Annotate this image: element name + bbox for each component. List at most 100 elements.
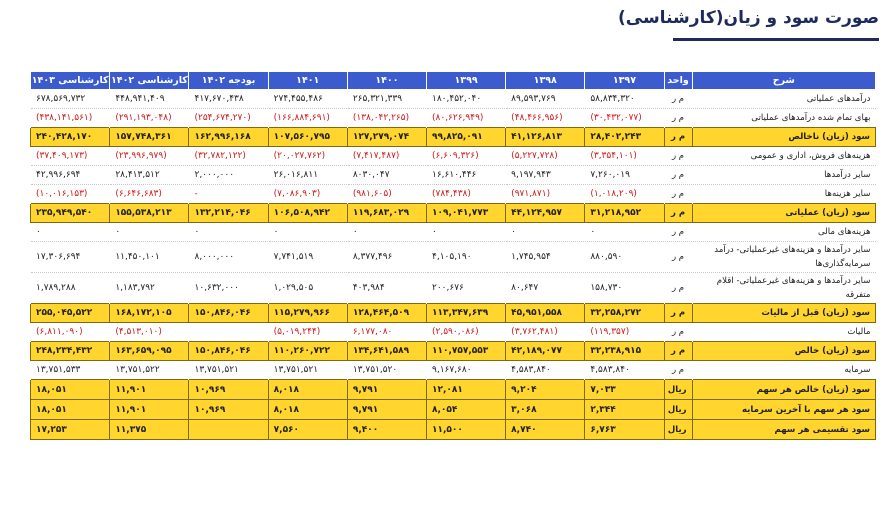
cell-value: ۸۸۰,۵۹۰ [584, 241, 665, 273]
table-row: سود (زیان) عملیاتی م ر ۳۱,۲۱۸,۹۵۲ ۴۴,۱۲۴,۹۵… [29, 203, 877, 223]
cell-value: ۹۹,۸۲۵,۰۹۱ [425, 127, 507, 147]
cell-value: (۳۰,۴۳۲,۰۷۷) [584, 108, 665, 128]
row-label: سود (زیان) قبل از مالیات [691, 303, 877, 323]
cell-value: ۱۰۶,۵۰۸,۹۴۲ [267, 203, 348, 223]
cell-value: ۷,۵۶۰ [267, 419, 348, 440]
income-statement-table: شرح واحد ۱۳۹۷ ۱۳۹۸ ۱۳۹۹ ۱۴۰۰ ۱۴۰۱ بودجه ۱۴۰۲ کار… [29, 71, 877, 440]
table-row: سرمایه م ر ۴,۵۸۳,۸۴۰ ۴,۵۸۳,۸۴۰ ۹,۱۶۷,۶۸۰ ۱۳,۷… [29, 360, 876, 380]
cell-value: ۱۰۹,۰۴۱,۷۷۳ [425, 203, 507, 223]
cell-value: ۴۴,۱۲۴,۹۵۷ [505, 203, 586, 223]
cell-value: (۴۸,۴۶۶,۹۵۶) [505, 108, 585, 128]
cell-value: ۱۱۰,۲۶۰,۷۲۲ [267, 341, 348, 361]
table-row: سود (زیان) خالص م ر ۳۲,۲۳۸,۹۱۵ ۴۲,۱۸۹,۰۷۷ ۱۱… [29, 341, 877, 361]
cell-value: (۳۲,۷۸۲,۱۲۲) [188, 146, 269, 166]
row-label: سایر هزینه‌ها [691, 184, 876, 204]
table-row: سایر درآمدها و هزینه‌های غیرعملیاتی- اقل… [29, 272, 876, 304]
cell-value: (۶,۸۱۱,۰۹۰) [29, 322, 110, 342]
header-year: ۱۳۹۹ [425, 71, 507, 90]
cell-value: ۱۰,۶۳۲,۰۰۰ [188, 272, 269, 304]
cell-value: ۴۱,۱۲۶,۸۱۳ [505, 127, 586, 147]
cell-value: ۸,۰۵۴ [425, 399, 507, 420]
cell-value: ۲,۰۰۰,۰۰۰ [188, 165, 269, 185]
table-row: سود (زیان) ناخالص م ر ۲۸,۴۰۲,۲۴۳ ۴۱,۱۲۶,۸۱۳… [29, 127, 877, 147]
table-row: سایر درآمدها و هزینه‌های غیرعملیاتی- درآ… [29, 241, 876, 273]
cell-value: ۲۴۸,۲۳۴,۴۳۲ [29, 341, 111, 361]
cell-value: ۱۱۰,۷۵۷,۵۵۳ [425, 341, 507, 361]
cell-value: (۱۶۶,۸۸۴,۶۹۱) [267, 108, 348, 128]
cell-value: ۱۸۰,۴۵۲,۰۴۰ [425, 89, 506, 109]
cell-value: ۱۰,۹۶۹ [188, 379, 269, 400]
cell-value: ۰ [267, 222, 348, 242]
cell-value: ۲۳۵,۹۴۹,۵۴۰ [29, 203, 111, 223]
row-unit: م ر [663, 89, 693, 109]
cell-value: ۲۸,۴۱۳,۵۱۲ [109, 165, 189, 185]
cell-value: ۲۶۵,۳۲۱,۳۳۹ [346, 89, 427, 109]
cell-value: ۲۷۴,۴۵۵,۴۸۶ [267, 89, 348, 109]
table-row: سود هر سهم با آخرین سرمایه ریال ۲,۳۴۴ ۳,۰۶۸… [29, 399, 877, 420]
row-label: هزینه‌های فروش، اداری و عمومی [691, 146, 876, 166]
cell-value: (۵,۰۱۹,۲۴۴) [267, 322, 348, 342]
cell-value: ۱۶۳,۶۵۹,۰۹۵ [109, 341, 190, 361]
header-row: شرح واحد ۱۳۹۷ ۱۳۹۸ ۱۳۹۹ ۱۴۰۰ ۱۴۰۱ بودجه ۱۴۰۲ کار… [29, 71, 877, 90]
cell-value: (۳,۷۶۲,۴۸۱) [505, 322, 585, 342]
cell-value: ۱۲۸,۴۶۴,۵۰۹ [346, 303, 428, 323]
header-year: ۱۴۰۱ [267, 71, 348, 90]
row-label: سود (زیان) عملیاتی [691, 203, 877, 223]
cell-value: ۴۱۷,۶۷۰,۴۳۸ [188, 89, 269, 109]
cell-value: ۹,۲۰۴ [505, 379, 586, 400]
cell-value: ۴۲,۹۹۶,۶۹۴ [29, 165, 110, 185]
cell-value: ۶۷۸,۵۶۹,۷۳۲ [29, 89, 110, 109]
cell-value: ۸۹,۵۹۳,۷۶۹ [505, 89, 585, 109]
cell-value: (۸۰,۶۲۶,۹۴۹) [425, 108, 506, 128]
cell-value: ۰ [584, 222, 665, 242]
cell-value: ۱۰۷,۵۶۰,۷۹۵ [267, 127, 348, 147]
cell-value: ۰ [188, 222, 269, 242]
cell-value: ۸۰,۶۴۷ [505, 272, 585, 304]
cell-value: (۲۹۱,۱۹۳,۰۴۸) [109, 108, 189, 128]
title-underline [673, 38, 879, 41]
row-unit: ریال [663, 419, 693, 440]
header-year: کارشناسی ۱۴۰۳ [29, 71, 111, 90]
cell-value: ۱۱۹,۶۸۳,۰۲۹ [346, 203, 428, 223]
cell-value: ۱۱۵,۲۷۹,۹۶۶ [267, 303, 348, 323]
cell-value: (۱۱۹,۳۵۷) [584, 322, 665, 342]
cell-value: ۵۸,۸۳۴,۳۲۰ [584, 89, 665, 109]
cell-value: ۰ [425, 222, 506, 242]
row-label: مالیات [691, 322, 876, 342]
cell-value: ۱۳,۷۵۱,۵۲۱ [188, 360, 269, 380]
cell-value: ۱۶۲,۹۹۶,۱۶۸ [188, 127, 269, 147]
cell-value: ۲۸,۴۰۲,۲۴۳ [584, 127, 665, 147]
cell-value: ۱۸,۰۵۱ [29, 399, 111, 420]
cell-value: (۴,۵۱۳,۰۱۰) [109, 322, 189, 342]
cell-value: ۶,۱۷۷,۰۸۰ [346, 322, 427, 342]
cell-value: ۸,۰۰۰,۰۰۰ [188, 241, 269, 273]
cell-value: ۱۵۷,۷۴۸,۳۶۱ [109, 127, 190, 147]
row-unit: م ر [663, 165, 693, 185]
cell-value: (۲۵۴,۶۷۴,۲۷۰) [188, 108, 269, 128]
cell-value: (۱,۰۱۸,۲۰۹) [584, 184, 665, 204]
cell-value: (۱۰,۰۱۶,۱۵۳) [29, 184, 110, 204]
row-unit: م ر [663, 108, 693, 128]
cell-value: ۹,۷۹۱ [346, 399, 428, 420]
cell-value: ۴,۵۸۳,۸۴۰ [584, 360, 665, 380]
cell-value: ۱۳,۷۵۱,۵۲۱ [267, 360, 348, 380]
cell-value: ۱۰,۹۶۹ [188, 399, 269, 420]
cell-value: (۲,۵۹۰,۰۸۶) [425, 322, 506, 342]
header-year: ۱۴۰۰ [346, 71, 428, 90]
cell-value: (۱۳۸,۰۴۲,۲۶۵) [346, 108, 427, 128]
cell-value: ۷,۷۴۱,۵۱۹ [267, 241, 348, 273]
row-unit: م ر [663, 241, 693, 273]
cell-value: ۱۵۰,۸۴۶,۰۴۶ [188, 341, 269, 361]
row-unit: ریال [663, 379, 693, 400]
cell-value: ۱۱۳,۳۴۷,۶۳۹ [425, 303, 507, 323]
header-year: ۱۳۹۷ [584, 71, 665, 90]
cell-value: ۴۴۸,۹۴۱,۴۰۹ [109, 89, 189, 109]
cell-value: ۱۱,۹۰۱ [109, 399, 190, 420]
cell-value: (۷۸۴,۴۳۸) [425, 184, 506, 204]
row-unit: م ر [663, 341, 693, 361]
row-label: سود (زیان) خالص هر سهم [691, 379, 877, 400]
cell-value: (۶,۶۰۹,۳۲۶) [425, 146, 506, 166]
cell-value: ۸,۰۱۸ [267, 379, 348, 400]
row-label: سایر درآمدها و هزینه‌های غیرعملیاتی- درآ… [691, 241, 876, 273]
cell-value: ۶,۷۶۳ [584, 419, 665, 440]
